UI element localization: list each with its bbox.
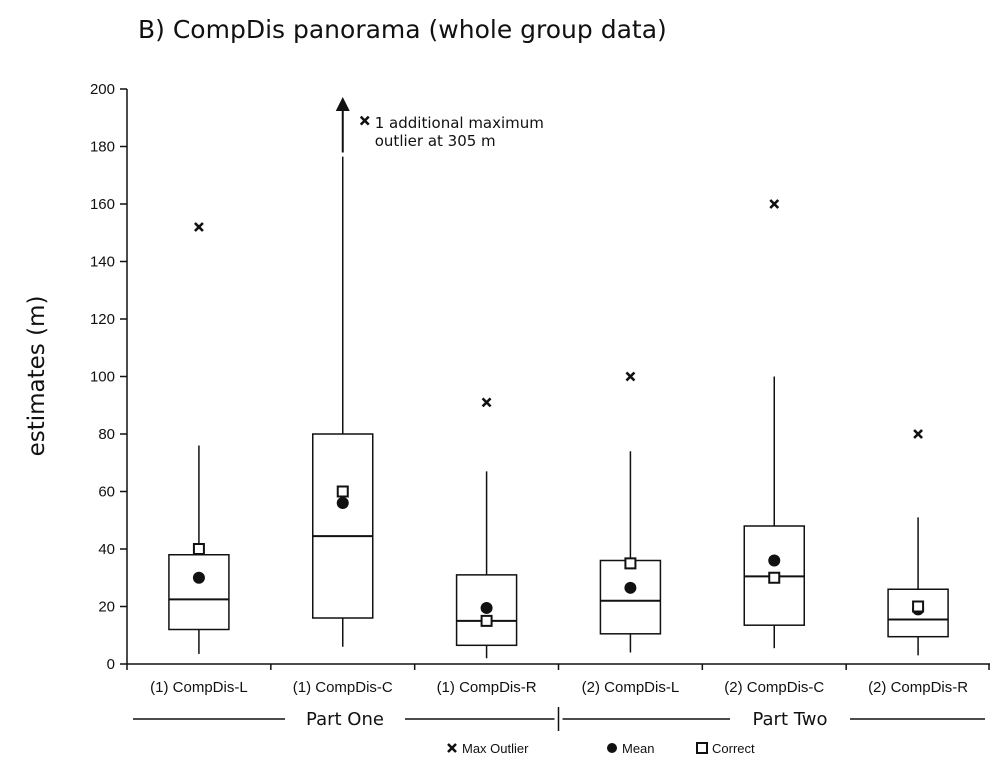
y-tick-label: 180 — [90, 139, 115, 156]
mean-marker — [624, 581, 637, 594]
mean-marker — [607, 743, 617, 753]
y-tick-label: 200 — [90, 81, 115, 98]
part-group-2: Part Two — [562, 709, 985, 730]
max-outlier-marker — [625, 371, 636, 382]
legend-item: Correct — [696, 741, 755, 756]
correct-marker — [912, 600, 925, 613]
box-5 — [743, 199, 805, 649]
x-category-label: (2) CompDis-C — [724, 679, 824, 696]
y-tick-label: 0 — [107, 656, 115, 673]
part-label: Part One — [306, 709, 384, 730]
part-groups: Part One Part Two — [133, 707, 985, 731]
box-iqr — [312, 433, 374, 619]
x-category-label: (2) CompDis-R — [868, 679, 968, 696]
x-category-label: (2) CompDis-L — [582, 679, 680, 696]
y-tick-label: 160 — [90, 196, 115, 213]
y-tick-label: 40 — [98, 541, 115, 558]
annotation-text-line: 1 additional maximum — [375, 114, 544, 132]
max-outlier-marker — [359, 115, 370, 126]
box-4 — [599, 371, 662, 653]
mean-marker — [336, 497, 349, 509]
box-6 — [887, 429, 949, 656]
chart-title: B) CompDis panorama (whole group data) — [138, 15, 667, 44]
y-tick-label: 60 — [98, 484, 115, 501]
x-category-label: (1) CompDis-R — [437, 679, 537, 696]
legend-item: Mean — [607, 741, 655, 756]
max-outlier-marker — [193, 222, 204, 232]
box-iqr — [599, 559, 662, 635]
part-group-1: Part One — [133, 709, 555, 730]
y-tick-label: 120 — [90, 311, 115, 328]
y-tick-label: 20 — [98, 599, 115, 616]
correct-marker — [696, 742, 708, 754]
correct-marker — [480, 614, 493, 627]
correct-marker — [192, 543, 205, 555]
up-arrow-icon — [335, 97, 350, 111]
box-1 — [168, 222, 230, 654]
legend-label: Max Outlier — [462, 741, 529, 756]
legend-label: Mean — [622, 741, 655, 756]
max-outlier-marker — [481, 397, 492, 408]
mean-marker — [480, 601, 493, 614]
y-tick-label: 80 — [98, 426, 115, 443]
legend-item: Max Outlier — [447, 741, 529, 756]
y-tick-label: 140 — [90, 254, 115, 271]
max-outlier-marker — [769, 199, 780, 209]
max-outlier-marker — [913, 429, 924, 439]
max-outlier-marker — [447, 743, 457, 753]
x-category-label: (1) CompDis-C — [293, 679, 393, 696]
legend: Max Outlier Mean Correct — [447, 741, 755, 756]
part-label: Part Two — [752, 709, 827, 730]
correct-marker — [624, 557, 637, 570]
box-2 — [312, 115, 374, 647]
box-3 — [455, 397, 518, 659]
mean-marker — [192, 571, 205, 584]
y-tick-label: 100 — [90, 369, 115, 386]
x-category-label: (1) CompDis-L — [150, 679, 248, 696]
annotation-text-line: outlier at 305 m — [375, 132, 496, 150]
axes: 0 20 40 60 80 100 120 140 160 180 200 (1) CompDis-L… — [90, 81, 990, 696]
y-axis-label: estimates (m) — [24, 296, 50, 457]
correct-marker — [336, 485, 349, 498]
mean-marker — [768, 554, 781, 567]
correct-marker — [768, 571, 781, 584]
legend-label: Correct — [712, 741, 755, 756]
box-iqr — [168, 554, 230, 631]
